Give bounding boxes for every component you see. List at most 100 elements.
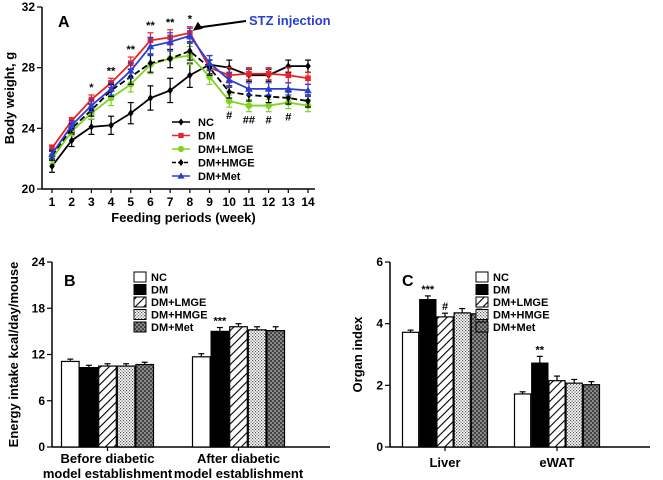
legend-label: DM+Met: [493, 322, 536, 334]
data-point: [265, 70, 272, 77]
legend-swatch: [475, 321, 489, 333]
data-point: [225, 76, 234, 83]
panel-c: C 0 2 4 6 Organ index Liver eWAT *** # ** NCDMDM+LM…: [350, 255, 650, 470]
data-point: [108, 121, 114, 130]
bar: [98, 365, 117, 448]
x-tick-label: 5: [127, 195, 134, 209]
data-point: [68, 136, 75, 145]
y-tick-label: 6: [376, 255, 383, 269]
y-tick-label: 2: [376, 378, 383, 392]
legend-label: NC: [198, 117, 214, 129]
bar: [401, 331, 420, 448]
significance-hash: ##: [243, 115, 255, 127]
series-dm-hmge: [49, 41, 311, 161]
data-point: [146, 42, 155, 50]
data-point: [167, 54, 173, 63]
significance-star: #: [442, 301, 448, 313]
x-tick-label: 4: [108, 195, 115, 209]
legend-swatch: [133, 296, 147, 308]
legend-label: DM+HMGE: [151, 310, 208, 322]
legend-label: DM: [493, 285, 510, 297]
legend-label: DM: [198, 131, 215, 143]
data-point: [147, 59, 154, 67]
data-point: [304, 86, 312, 94]
x-tick-label: 8: [187, 195, 194, 209]
y-tick-label: 28: [22, 61, 36, 75]
legend-marker: [178, 118, 184, 126]
significance-hash: #: [266, 115, 272, 127]
y-axis-title: Body weight, g: [2, 52, 17, 145]
legend-label: DM+LMGE: [151, 297, 206, 309]
x-tick-label: 3: [88, 195, 95, 209]
data-point: [205, 59, 214, 66]
data-point: [166, 38, 174, 45]
annotation-text: STZ injection: [249, 13, 331, 28]
bar: [565, 382, 583, 448]
y-tick-label: 24: [32, 255, 46, 269]
category-label: After diabetic: [197, 451, 280, 466]
panel-label: B: [64, 273, 76, 290]
y-tick-label: 0: [376, 440, 383, 454]
series-dm-lmge: [48, 45, 312, 164]
legend-swatch: [475, 309, 489, 320]
data-point: [226, 88, 233, 96]
x-tick-label: 9: [206, 195, 213, 209]
y-tick-label: 4: [376, 317, 383, 331]
legend-swatch: [475, 284, 489, 295]
data-point: [285, 94, 292, 102]
data-point: [246, 70, 252, 77]
data-point: [48, 150, 56, 157]
significance-hash: #: [285, 112, 291, 124]
significance-star: **: [166, 17, 175, 29]
data-point: [225, 97, 233, 105]
data-point: [186, 32, 194, 39]
bar: [453, 312, 471, 448]
bar: [531, 362, 549, 448]
data-point: [187, 71, 193, 80]
annotation-arrow-head: [192, 21, 203, 31]
category-label: Before diabetic: [61, 451, 155, 466]
legend-label: DM+LMGE: [493, 297, 548, 309]
legend-label: DM+HMGE: [198, 158, 255, 170]
y-tick-label: 20: [22, 182, 36, 196]
x-axis-title: Feeding periods (week): [111, 210, 255, 225]
x-tick-label: 13: [282, 195, 296, 209]
data-point: [127, 109, 134, 117]
bar: [470, 313, 489, 448]
bar: [79, 367, 99, 448]
annotation-arrow-line: [196, 20, 247, 29]
legend-label: DM+HMGE: [493, 310, 550, 322]
data-point: [305, 97, 311, 105]
legend-swatch: [475, 271, 489, 283]
x-tick-label: 2: [68, 195, 75, 209]
x-tick-label: 14: [301, 195, 315, 209]
bar: [116, 365, 136, 448]
y-axis-title: Energy intake kcal/day/mouse: [6, 262, 21, 448]
significance-star: *: [89, 82, 94, 94]
panel-b: B 0 6 12 18 24 Energy intake kcal/day/mouse Bef…: [6, 255, 330, 480]
legend-swatch: [133, 321, 147, 333]
data-point: [285, 72, 292, 79]
data-point: [305, 62, 311, 70]
panel-label: C: [402, 273, 414, 290]
data-point: [167, 86, 173, 95]
significance-star: **: [146, 20, 155, 32]
category-label: Liver: [429, 455, 460, 470]
bar: [135, 363, 155, 448]
data-point: [49, 162, 55, 171]
legend-label: NC: [493, 272, 509, 284]
bar: [266, 330, 286, 448]
significance-star: ***: [213, 316, 227, 328]
x-tick-label: 6: [147, 195, 154, 209]
legend-swatch: [475, 296, 489, 308]
series-line: [51, 49, 309, 157]
significance-star: ***: [421, 284, 435, 296]
significance-star: **: [107, 65, 116, 77]
data-point: [245, 85, 253, 92]
bar: [436, 316, 454, 448]
legend-swatch: [133, 271, 147, 283]
data-point: [87, 101, 96, 109]
x-tick-label: 1: [49, 195, 56, 209]
legend-label: DM+Met: [151, 322, 194, 334]
